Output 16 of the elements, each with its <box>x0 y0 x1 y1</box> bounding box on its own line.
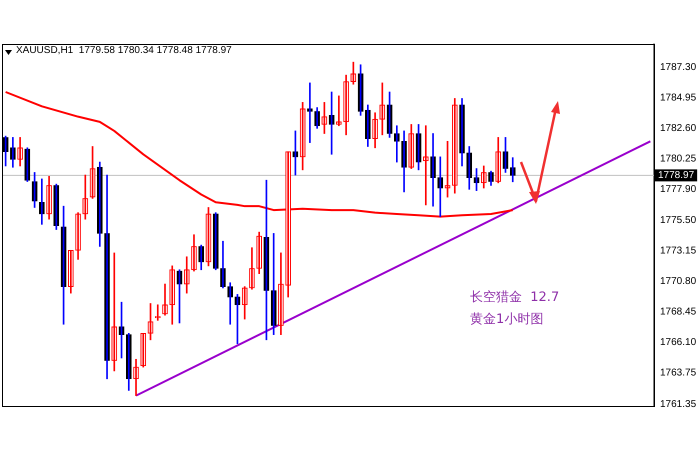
y-tick-label: 1784.95 <box>660 92 697 104</box>
y-tick-label: 1787.30 <box>660 62 697 74</box>
annotation: 长空猎金 12.7 <box>470 289 560 306</box>
ref-line-label: 1778.97 <box>658 170 695 182</box>
chart-title: XAUUSD,H1 1779.58 1780.34 1778.48 1778.97 <box>16 45 232 56</box>
y-tick-label: 1763.75 <box>660 368 697 379</box>
y-tick-label: 1773.15 <box>660 246 697 257</box>
y-tick-label: 1777.90 <box>660 184 697 196</box>
y-tick-label: 1782.60 <box>660 123 697 134</box>
y-tick-label: 1770.80 <box>660 276 697 288</box>
y-tick-label: 1780.25 <box>660 154 697 165</box>
y-tick-label: 1766.10 <box>660 337 697 348</box>
y-tick-label: 1775.50 <box>660 215 697 226</box>
annotation: 黄金1小时图 <box>470 311 544 328</box>
y-tick-label: 1761.35 <box>660 398 697 410</box>
y-tick-label: 1768.45 <box>660 306 697 318</box>
